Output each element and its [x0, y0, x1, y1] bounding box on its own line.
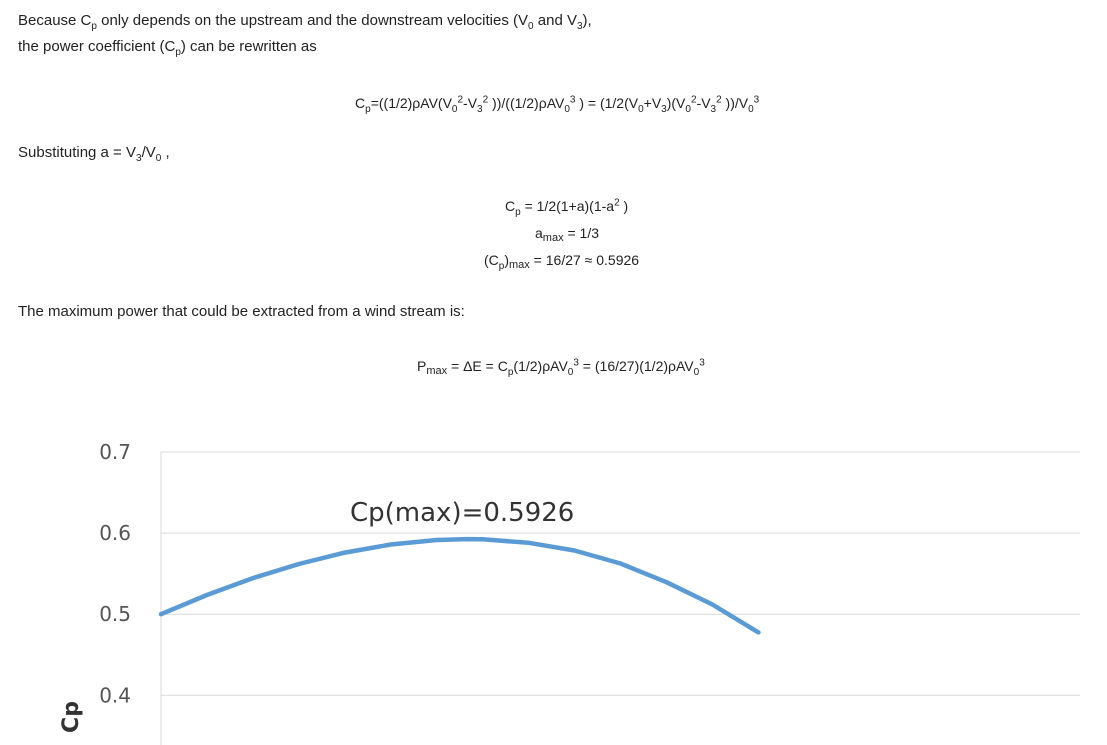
subscript: 3 [710, 103, 717, 115]
text-run: The maximum power that could be extracte… [18, 303, 465, 320]
subscript: max [426, 365, 448, 377]
subscript: 0 [685, 103, 691, 115]
eq-run: = ΔE = C [447, 358, 508, 374]
text-run: Substituting a = V [18, 144, 136, 161]
eq-run: a [535, 225, 543, 241]
text-run: ), [582, 12, 592, 29]
cp-max-annotation: Cp(max)=0.5926 [350, 498, 574, 528]
paragraph-max-power: The maximum power that could be extracte… [18, 303, 465, 321]
y-tick-label: 0.6 [99, 521, 131, 545]
eq-run: C [355, 95, 366, 111]
paragraph-intro: Because Cp only depends on the upstream … [18, 12, 592, 32]
subscript: 0 [567, 366, 574, 378]
eq-run: ))/V [721, 95, 749, 111]
subscript: 0 [528, 21, 534, 32]
eq-run: = 16/27 ≈ 0.5926 [529, 252, 640, 268]
text-run: and V [533, 12, 577, 29]
subscript: 0 [564, 103, 570, 115]
text-run: , [161, 144, 170, 161]
eq-run: (C [484, 252, 499, 268]
equation-cp-in-a: Cp = 1/2(1+a)(1-a2 ) [505, 197, 629, 218]
subscript: 3 [136, 153, 142, 164]
subscript: p [507, 366, 514, 378]
superscript: 3 [573, 357, 579, 369]
subscript: 0 [638, 103, 644, 115]
subscript: 0 [155, 153, 162, 164]
subscript: 0 [748, 103, 754, 115]
series-lines [158, 536, 761, 635]
superscript: 2 [690, 94, 697, 106]
y-tick-label: 0.4 [99, 683, 131, 707]
text-run: the power coefficient (C [18, 38, 176, 55]
subscript: 3 [576, 21, 583, 32]
text-run: /V [141, 144, 156, 161]
superscript: 2 [716, 94, 722, 106]
subscript: p [365, 103, 371, 115]
text-run: ) can be rewritten as [180, 38, 317, 55]
eq-run: -V [696, 95, 711, 111]
eq-run: =((1/2)ρAV(V [370, 95, 452, 111]
eq-run: ) = (1/2(V [575, 95, 639, 111]
superscript: 2 [482, 94, 489, 106]
text-run: Because C [18, 12, 92, 29]
subscript: max [542, 232, 564, 244]
superscript: 2 [614, 197, 620, 209]
eq-run: P [417, 358, 427, 374]
eq-run: ))/((1/2)ρAV [488, 95, 565, 111]
gridlines [160, 451, 1080, 745]
subscript: p [515, 206, 521, 218]
paragraph-rewrite: the power coefficient (Cp) can be rewrit… [18, 38, 317, 58]
superscript: 3 [699, 357, 705, 369]
superscript: 3 [753, 94, 760, 106]
equation-a-max: amax = 1/3 [535, 224, 599, 247]
cp-curve [158, 536, 761, 635]
superscript: 3 [569, 94, 576, 106]
eq-run: ) [619, 198, 629, 214]
subscript: p [175, 47, 181, 58]
eq-run: = 1/2(1+a)(1-a [520, 198, 615, 214]
eq-run: +V [643, 95, 662, 111]
subscript: 3 [661, 103, 667, 115]
subscript: 0 [451, 103, 458, 115]
superscript: 2 [457, 94, 464, 106]
subscript: max [509, 259, 530, 271]
eq-run: = 1/3 [563, 225, 599, 241]
subscript: 0 [693, 366, 700, 378]
y-tick-labels: 0.7 0.6 0.5 0.4 [99, 440, 131, 707]
y-axis-label: Cp [59, 701, 84, 733]
y-tick-label: 0.5 [99, 602, 131, 626]
eq-run: C [505, 198, 516, 214]
subscript: p [91, 21, 97, 32]
y-tick-label: 0.7 [99, 440, 131, 464]
eq-run: )(V [666, 95, 686, 111]
cp-chart: 0.7 0.6 0.5 0.4 Cp(max)=0.5926 Cp [59, 440, 1080, 745]
equation-p-max: Pmax = ΔE = Cp(1/2)ρAV03 = (16/27)(1/2)ρ… [417, 357, 705, 380]
equation-cp-max: (Cp)max = 16/27 ≈ 0.5926 [484, 251, 639, 274]
subscript: p [498, 260, 505, 272]
text-run: only depends on the upstream and the dow… [96, 12, 529, 29]
paragraph-substitution: Substituting a = V3/V0 , [18, 144, 170, 164]
subscript: 3 [477, 103, 483, 115]
eq-run: ) [504, 252, 510, 268]
eq-run: (1/2)ρAV [513, 358, 568, 374]
eq-run: -V [463, 95, 478, 111]
equation-cp-definition: Cp=((1/2)ρAV(V02-V32 ))/((1/2)ρAV03 ) = … [355, 94, 760, 115]
eq-run: = (16/27)(1/2)ρAV [578, 358, 694, 374]
